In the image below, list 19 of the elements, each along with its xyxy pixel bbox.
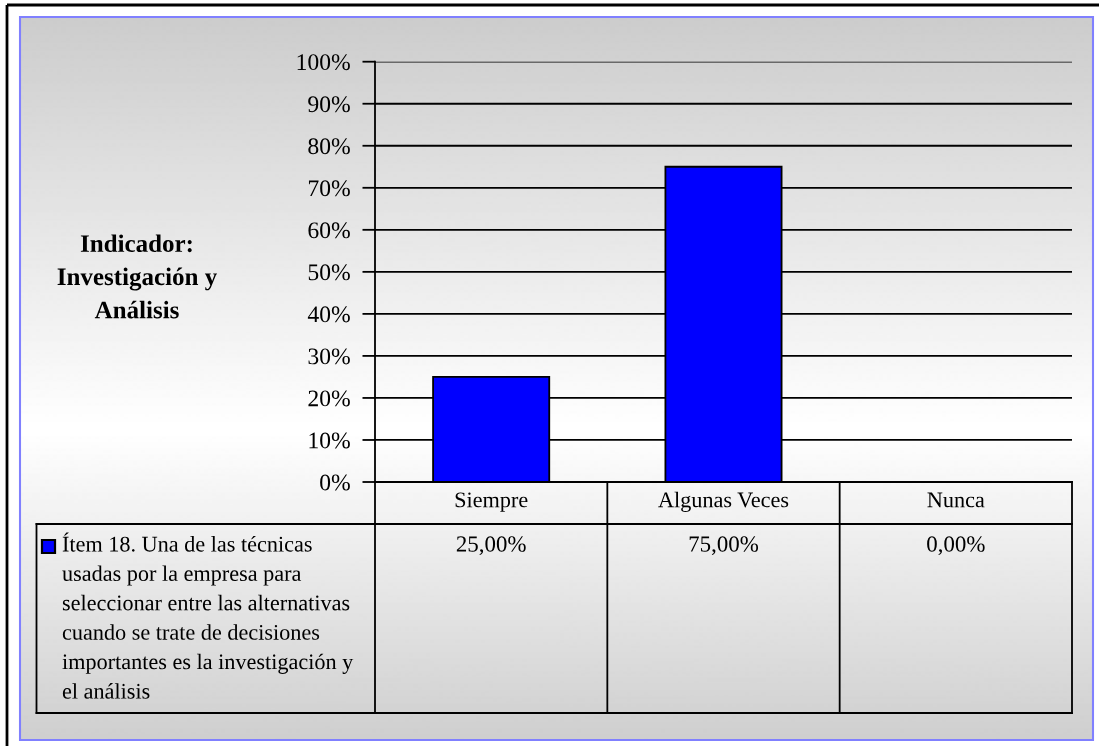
y-tick-label: 40% xyxy=(307,306,350,323)
y-tick-label: 90% xyxy=(308,96,350,113)
y-tick-label: 50% xyxy=(308,264,350,281)
x-tick-label: Nunca xyxy=(927,492,985,508)
data-label: 25,00% xyxy=(456,536,526,556)
legend-label: Ítem 18. Una de las técnicas usadas por la empresa para seleccionar entre las alternativas cuando se trate de decisiones importantes es la investigación y el análisis xyxy=(62,532,354,699)
y-tick-label: 80% xyxy=(308,138,350,155)
y-tick-label: 30% xyxy=(308,348,350,365)
x-tick-label: Siempre xyxy=(455,492,528,512)
data-label: 75,00% xyxy=(689,536,759,556)
y-tick-label: 100% xyxy=(297,54,350,71)
y-tick-label: 60% xyxy=(308,222,350,239)
y-axis-title: Indicador: Investigación y Análisis xyxy=(57,234,217,319)
y-tick-label: 10% xyxy=(309,432,350,449)
y-tick-label: 20% xyxy=(308,390,350,407)
data-label: 0,00% xyxy=(927,536,985,556)
y-tick-label: 0% xyxy=(320,474,350,491)
y-tick-label: 70% xyxy=(308,180,350,197)
x-tick-label: Algunas Veces xyxy=(658,491,789,512)
